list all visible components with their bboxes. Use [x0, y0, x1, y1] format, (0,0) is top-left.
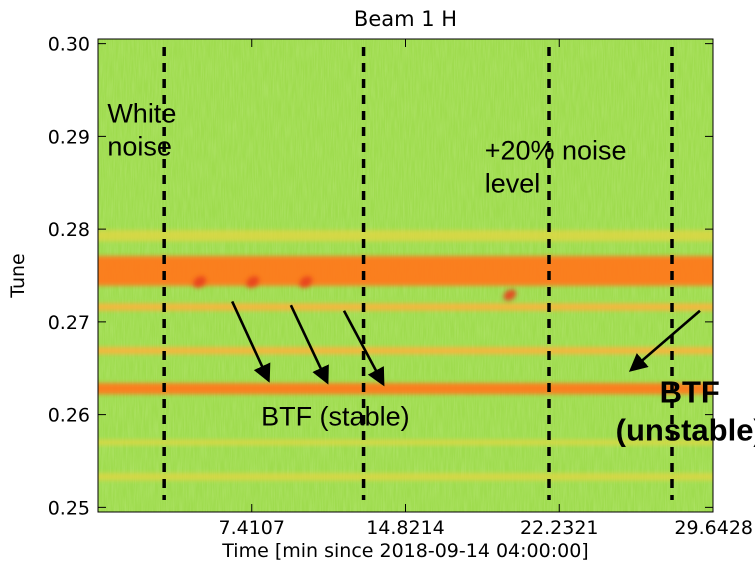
arrow-0: [231, 300, 271, 383]
excitation-peak-0: [193, 276, 206, 288]
band-0: [98, 256, 713, 286]
band-5: [98, 473, 713, 481]
x-tick-label-1: 14.8214: [366, 517, 445, 539]
plot-area: [97, 38, 714, 513]
arrow-layer: [231, 300, 701, 387]
chart-title: Beam 1 H: [354, 7, 457, 31]
y-tick-label-3: 0.28: [48, 219, 90, 241]
y-axis-title: Tune: [7, 253, 29, 299]
annotation-1-line-0: +20% noise: [485, 136, 627, 166]
excitation-peak-3: [503, 289, 517, 301]
band-2: [98, 346, 713, 355]
y-tick-label-5: 0.30: [48, 34, 90, 56]
annotation-2: BTF (stable): [261, 402, 410, 432]
excitation-peak-1: [246, 276, 260, 288]
annotation-0-line-1: noise: [107, 131, 172, 161]
marker-layer: [162, 47, 674, 500]
annotation-3: BTF (unstable): [616, 375, 755, 448]
x-tick-label-3: 29.6428: [674, 517, 753, 539]
annotation-0-line-0: White: [107, 98, 176, 128]
x-axis-title: Time [min since 2018-09-14 04:00:00]: [221, 540, 588, 562]
x-axis: 7.4107 14.8214 22.2321 29.6428: [219, 39, 753, 539]
y-axis: 0.25 0.26 0.27 0.28 0.29 0.30: [48, 34, 713, 519]
band-layer: [98, 230, 713, 481]
annotation-0: White noise: [107, 98, 176, 161]
annotation-3-line-0: BTF: [660, 375, 720, 410]
excitation-peak-2: [299, 276, 313, 288]
x-tick-label-2: 22.2321: [520, 517, 599, 539]
arrow-2: [342, 310, 385, 387]
annotation-3-line-1: (unstable): [616, 413, 755, 448]
peak-layer: [193, 276, 517, 301]
annotation-layer: White noise +20% noise level BTF (stable) BTF…: [107, 98, 755, 447]
band-4: [98, 230, 713, 242]
y-tick-label-4: 0.29: [48, 126, 90, 148]
band-6: [98, 439, 713, 446]
band-1: [98, 383, 713, 395]
arrow-1: [289, 304, 329, 385]
x-tick-label-0: 7.4107: [219, 517, 285, 539]
arrow-3: [628, 309, 701, 372]
annotation-2-line-0: BTF (stable): [261, 402, 410, 432]
y-tick-label-1: 0.26: [48, 405, 90, 427]
y-tick-label-2: 0.27: [48, 312, 90, 334]
annotation-1: +20% noise level: [485, 136, 627, 199]
y-tick-label-0: 0.25: [48, 497, 90, 519]
annotation-1-line-1: level: [485, 169, 541, 199]
band-3: [98, 303, 713, 311]
